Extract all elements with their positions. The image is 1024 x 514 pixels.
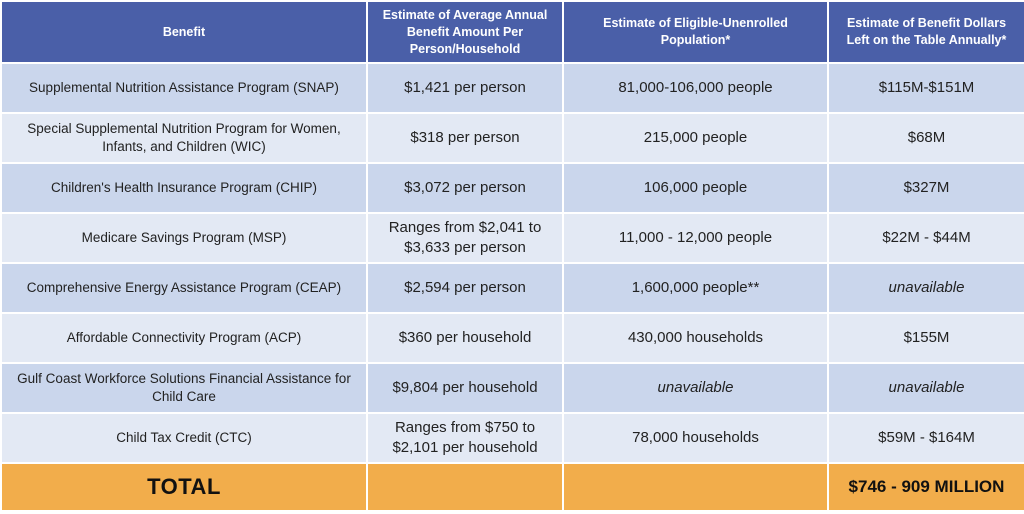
benefit-amount: Ranges from $750 to $2,101 per household xyxy=(366,412,564,464)
eligible-population: 78,000 households xyxy=(562,412,829,464)
dollars-left: unavailable xyxy=(827,262,1024,314)
table-row: Special Supplemental Nutrition Program f… xyxy=(0,112,1024,164)
benefit-name: Gulf Coast Workforce Solutions Financial… xyxy=(0,362,368,414)
header-eligible-population: Estimate of Eligible-Unenrolled Populati… xyxy=(562,0,829,64)
dollars-left: $155M xyxy=(827,312,1024,364)
benefit-amount: $3,072 per person xyxy=(366,162,564,214)
benefit-amount: $318 per person xyxy=(366,112,564,164)
dollars-left: $115M-$151M xyxy=(827,62,1024,114)
header-row: Benefit Estimate of Average Annual Benef… xyxy=(0,0,1024,64)
eligible-population: 215,000 people xyxy=(562,112,829,164)
eligible-population: unavailable xyxy=(562,362,829,414)
benefit-amount: Ranges from $2,041 to $3,633 per person xyxy=(366,212,564,264)
benefit-name: Children's Health Insurance Program (CHI… xyxy=(0,162,368,214)
benefit-amount: $2,594 per person xyxy=(366,262,564,314)
benefit-name: Affordable Connectivity Program (ACP) xyxy=(0,312,368,364)
total-dollars: $746 - 909 MILLION xyxy=(827,462,1024,512)
header-benefit: Benefit xyxy=(0,0,368,64)
eligible-population: 106,000 people xyxy=(562,162,829,214)
header-average-amount: Estimate of Average Annual Benefit Amoun… xyxy=(366,0,564,64)
benefit-name: Special Supplemental Nutrition Program f… xyxy=(0,112,368,164)
benefit-name: Comprehensive Energy Assistance Program … xyxy=(0,262,368,314)
benefit-name: Child Tax Credit (CTC) xyxy=(0,412,368,464)
eligible-population: 81,000-106,000 people xyxy=(562,62,829,114)
benefit-amount: $1,421 per person xyxy=(366,62,564,114)
dollars-left: $59M - $164M xyxy=(827,412,1024,464)
table-row: Children's Health Insurance Program (CHI… xyxy=(0,162,1024,214)
total-population xyxy=(562,462,829,512)
dollars-left: $22M - $44M xyxy=(827,212,1024,264)
table-row: Comprehensive Energy Assistance Program … xyxy=(0,262,1024,314)
eligible-population: 11,000 - 12,000 people xyxy=(562,212,829,264)
eligible-population: 430,000 households xyxy=(562,312,829,364)
benefit-amount: $9,804 per household xyxy=(366,362,564,414)
table-row: Affordable Connectivity Program (ACP) $3… xyxy=(0,312,1024,364)
table-row: Child Tax Credit (CTC) Ranges from $750 … xyxy=(0,412,1024,464)
table-row: Gulf Coast Workforce Solutions Financial… xyxy=(0,362,1024,414)
dollars-left: $68M xyxy=(827,112,1024,164)
eligible-population: 1,600,000 people** xyxy=(562,262,829,314)
dollars-left: unavailable xyxy=(827,362,1024,414)
benefit-name: Medicare Savings Program (MSP) xyxy=(0,212,368,264)
header-dollars-left: Estimate of Benefit Dollars Left on the … xyxy=(827,0,1024,64)
total-amount xyxy=(366,462,564,512)
benefit-amount: $360 per household xyxy=(366,312,564,364)
table-row: Supplemental Nutrition Assistance Progra… xyxy=(0,62,1024,114)
total-row: TOTAL $746 - 909 MILLION xyxy=(0,462,1024,512)
benefit-name: Supplemental Nutrition Assistance Progra… xyxy=(0,62,368,114)
table-row: Medicare Savings Program (MSP) Ranges fr… xyxy=(0,212,1024,264)
dollars-left: $327M xyxy=(827,162,1024,214)
total-label: TOTAL xyxy=(0,462,368,512)
